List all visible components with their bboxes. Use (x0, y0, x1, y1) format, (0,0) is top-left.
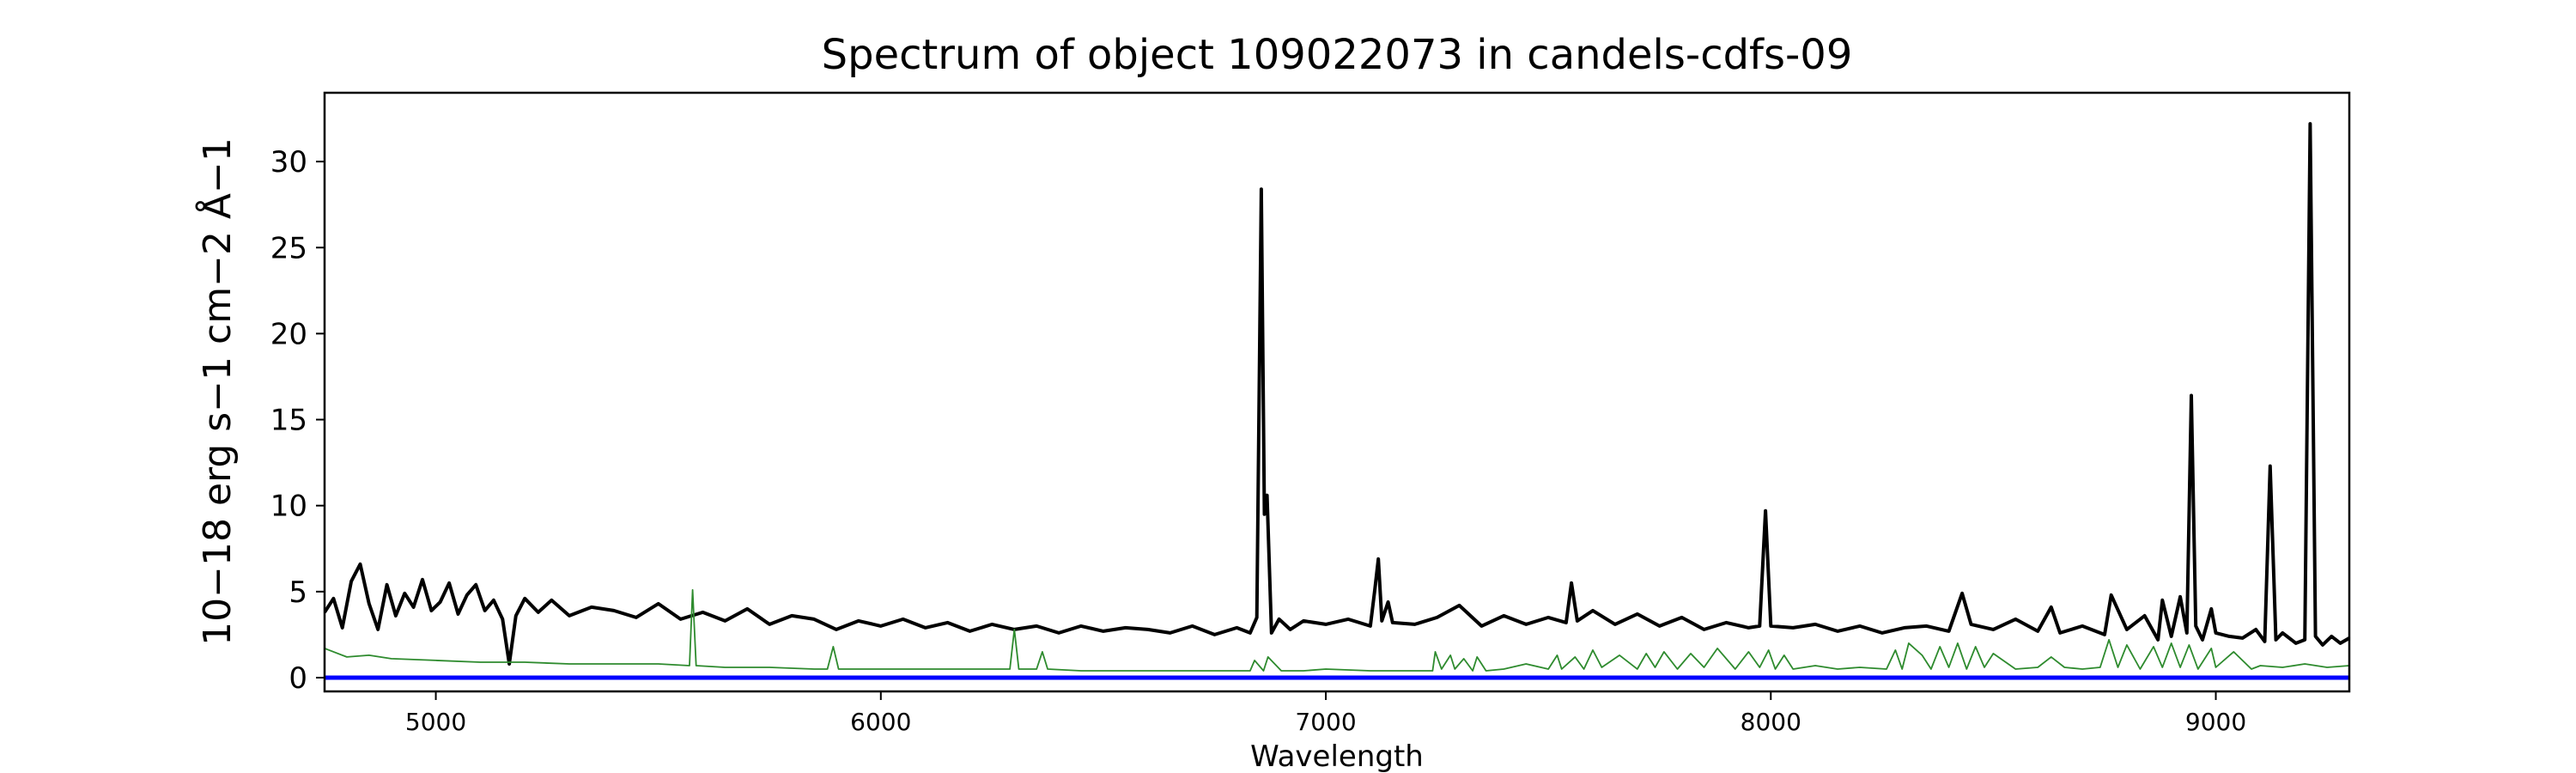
y-axis-label: 10−18 erg s−1 cm−2 Å−1 (194, 137, 240, 646)
x-tick-label: 9000 (2185, 708, 2246, 736)
y-axis: 0 5 10 15 20 25 30 (270, 145, 325, 696)
y-tick-label: 20 (270, 317, 307, 351)
series-line-2 (325, 588, 2349, 672)
x-tick-label: 5000 (405, 708, 466, 736)
series-line-1 (325, 122, 2349, 666)
y-tick-label: 30 (270, 145, 307, 180)
x-axis-label: Wavelength (1250, 740, 1424, 773)
x-tick-label: 7000 (1295, 708, 1356, 736)
y-tick-label: 15 (270, 404, 307, 438)
plot-frame (323, 91, 2351, 693)
plot-area (325, 122, 2349, 680)
y-tick-label: 10 (270, 490, 307, 524)
y-tick-label: 5 (289, 575, 307, 610)
x-axis: 5000 6000 7000 8000 9000 (405, 691, 2246, 736)
chart-title: Spectrum of object 109022073 in candels-… (822, 31, 1853, 79)
x-tick-label: 8000 (1741, 708, 1801, 736)
y-tick-label: 0 (289, 661, 307, 696)
x-tick-label: 6000 (850, 708, 911, 736)
y-tick-label: 25 (270, 231, 307, 265)
